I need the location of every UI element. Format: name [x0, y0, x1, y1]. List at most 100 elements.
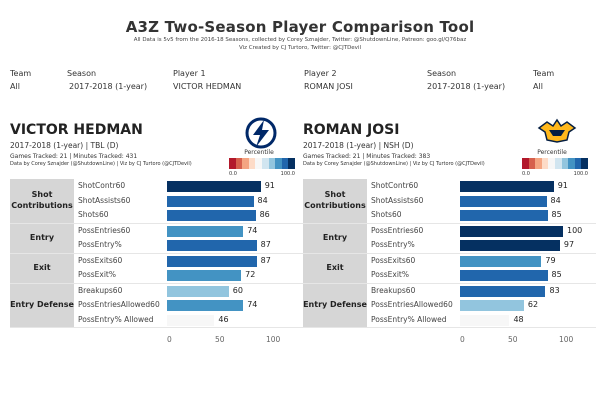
- percentile-value: 83: [549, 285, 560, 295]
- metric-name: ShotContr60: [78, 181, 126, 190]
- metric-row: PossExits60 79: [367, 254, 596, 269]
- season2-filter-label: Season: [427, 69, 457, 78]
- player2-filter-value[interactable]: ROMAN JOSI: [304, 82, 353, 91]
- player2-name: ROMAN JOSI: [303, 122, 400, 138]
- player2-axis-tick-100: 100: [559, 335, 574, 344]
- metric-row: PossEntry% Allowed 48: [367, 313, 596, 328]
- viz-credit-note: Viz Created by CJ Turtoro, Twitter: @CJT…: [238, 45, 361, 51]
- metric-row: PossEntriesAllowed60 74: [74, 298, 303, 313]
- percentile-value: 48: [513, 314, 524, 324]
- legend-swatch: [561, 158, 569, 169]
- metric-row: ShotAssists60 84: [74, 194, 303, 209]
- percentile-value: 46: [218, 314, 229, 324]
- metric-name: ShotContr60: [371, 181, 419, 190]
- player2-percentile-legend: Percentile 0.0 100.0: [516, 149, 588, 183]
- data-source-note: All Data is 5v5 from the 2016-18 Seasons…: [133, 37, 467, 43]
- legend-swatch: [281, 158, 289, 169]
- legend-swatch: [229, 158, 236, 169]
- legend-swatch: [554, 158, 562, 169]
- player1-name: VICTOR HEDMAN: [10, 122, 143, 138]
- percentile-value: 91: [264, 181, 275, 190]
- team2-filter-value[interactable]: All: [533, 82, 543, 91]
- player1-percentile-legend: Percentile 0.0 100.0: [223, 149, 295, 183]
- percentile-bar: [167, 255, 257, 267]
- legend-swatch: [275, 158, 282, 169]
- percentile-value: 72: [245, 270, 256, 279]
- metric-name: PossExits60: [78, 255, 123, 265]
- metric-row: PossEntry% Allowed 46: [74, 313, 303, 328]
- legend-title: Percentile: [244, 149, 274, 156]
- team1-filter[interactable]: Team All: [10, 69, 31, 91]
- percentile-value: 100: [567, 225, 583, 235]
- metric-name: ShotAssists60: [78, 195, 131, 205]
- percentile-bar: [460, 314, 510, 326]
- metric-group: Shot Contributions ShotContr60 91 ShotAssis…: [10, 179, 303, 224]
- legend-color-scale: [522, 158, 588, 169]
- percentile-bar: [167, 181, 261, 192]
- predators-logo-icon: [537, 118, 577, 143]
- metric-group-label: Exit: [10, 253, 74, 283]
- legend-swatch: [541, 158, 549, 169]
- metric-row: PossExits60 87: [74, 254, 303, 269]
- legend-swatch: [528, 158, 536, 169]
- legend-max: 100.0: [280, 171, 295, 177]
- percentile-bar: [460, 210, 548, 221]
- player2-filter[interactable]: Player 2 ROMAN JOSI: [304, 69, 353, 91]
- metric-name: ShotAssists60: [371, 195, 424, 205]
- player2-credit: Data by Corey Sznajder (@ShutdownLine) |…: [303, 161, 485, 167]
- legend-min: 0.0: [229, 171, 237, 177]
- percentile-value: 85: [551, 270, 562, 279]
- player1-filter-value[interactable]: VICTOR HEDMAN: [173, 82, 242, 91]
- percentile-bar: [460, 181, 554, 192]
- legend-swatch: [242, 158, 249, 169]
- metric-name: PossEntries60: [371, 225, 424, 235]
- metric-name: Breakups60: [371, 285, 416, 295]
- metric-row: Breakups60 60: [74, 284, 303, 299]
- percentile-bar: [460, 255, 542, 267]
- legend-color-scale: [229, 158, 295, 169]
- metric-name: Shots60: [78, 210, 109, 219]
- metric-name: PossEntries60: [78, 225, 131, 235]
- player1-credit: Data by Corey Sznajder (@ShutdownLine) |…: [10, 161, 192, 167]
- percentile-bar: [460, 225, 563, 237]
- metric-group-label: Shot Contributions: [303, 179, 367, 223]
- team1-filter-value[interactable]: All: [10, 82, 20, 91]
- metric-row: PossEntriesAllowed60 62: [367, 298, 596, 313]
- percentile-value: 62: [527, 300, 539, 309]
- player2-season-team: 2017-2018 (1-year) | NSH (D): [303, 141, 414, 150]
- metric-name: PossExit%: [78, 270, 116, 279]
- percentile-bar: [167, 285, 229, 297]
- percentile-value: 91: [557, 181, 568, 190]
- player2-tracked: Games Tracked: 21 | Minutes Tracked: 383: [303, 153, 431, 160]
- legend-title: Percentile: [537, 149, 567, 156]
- metric-group: Entry PossEntries60 100 PossEntry% 97: [303, 223, 596, 254]
- player1-panel: VICTOR HEDMAN 2017-2018 (1-year) | TBL (…: [10, 117, 303, 330]
- season2-filter-value[interactable]: 2017-2018 (1-year): [427, 82, 506, 91]
- metric-group-label: Entry: [10, 223, 74, 253]
- season1-filter-value[interactable]: 2017-2018 (1-year): [69, 82, 148, 91]
- player2-axis-tick-50: 50: [508, 335, 518, 344]
- metric-name: PossExit%: [371, 270, 409, 279]
- percentile-bar: [167, 225, 244, 237]
- team2-filter[interactable]: Team All: [533, 69, 554, 91]
- player2-axis-tick-0: 0: [460, 335, 465, 344]
- season1-filter[interactable]: Season 2017-2018 (1-year): [67, 69, 147, 91]
- metric-row: PossEntries60 100: [367, 224, 596, 239]
- metric-row: PossEntries60 74: [74, 224, 303, 239]
- percentile-bar: [167, 270, 242, 281]
- metric-name: PossEntry%: [371, 240, 415, 249]
- percentile-bar: [167, 195, 254, 207]
- percentile-bar: [460, 240, 560, 251]
- percentile-bar: [167, 300, 244, 311]
- player2-filter-label: Player 2: [304, 69, 337, 78]
- season2-filter[interactable]: Season 2017-2018 (1-year): [427, 69, 505, 91]
- player1-filter[interactable]: Player 1 VICTOR HEDMAN: [173, 69, 241, 91]
- metric-name: PossExits60: [371, 255, 416, 265]
- legend-min: 0.0: [522, 171, 530, 177]
- metric-group: Entry Defense Breakups60 83 PossEntriesAllo…: [303, 283, 596, 328]
- percentile-bar: [460, 270, 548, 281]
- metric-group-label: Entry Defense: [303, 283, 367, 327]
- metric-group: Shot Contributions ShotContr60 91 ShotAssis…: [303, 179, 596, 224]
- legend-max: 100.0: [573, 171, 588, 177]
- player2-panel: ROMAN JOSI 2017-2018 (1-year) | NSH (D) …: [303, 118, 596, 330]
